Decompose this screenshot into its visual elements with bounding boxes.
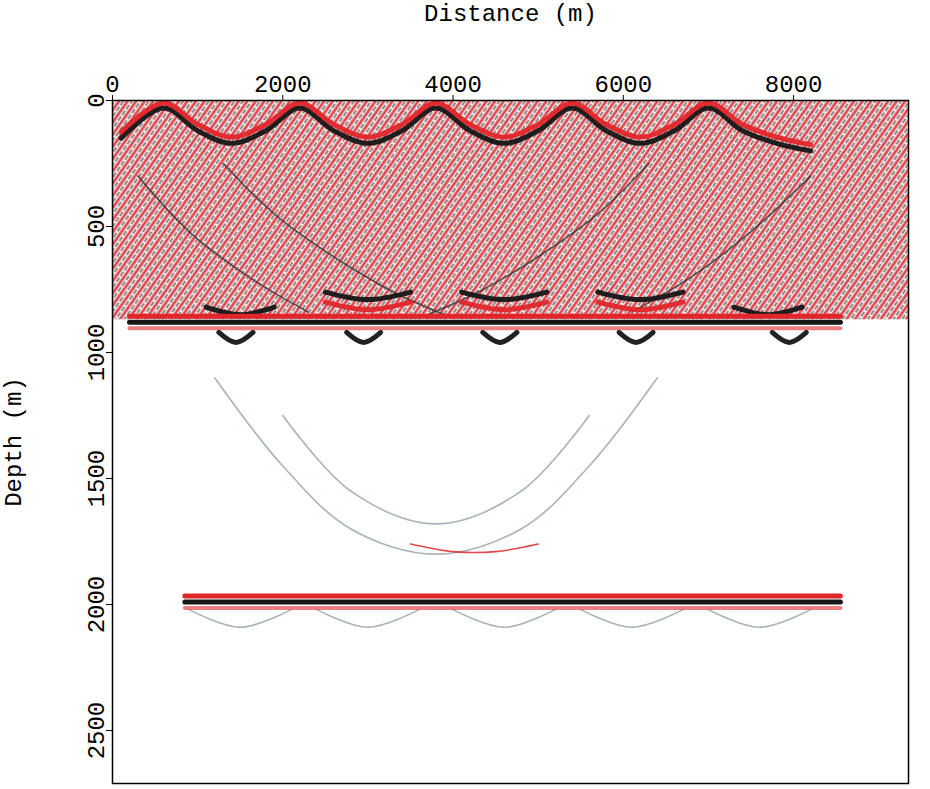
svg-text:500: 500 xyxy=(84,205,111,248)
svg-text:0: 0 xyxy=(105,72,119,99)
svg-text:1500: 1500 xyxy=(84,450,111,508)
svg-text:2000: 2000 xyxy=(254,72,312,99)
svg-text:4000: 4000 xyxy=(424,72,482,99)
svg-text:0: 0 xyxy=(83,93,111,108)
svg-text:Depth (m): Depth (m) xyxy=(1,377,28,507)
svg-text:2000: 2000 xyxy=(84,576,111,634)
svg-text:1000: 1000 xyxy=(84,324,111,382)
svg-text:6000: 6000 xyxy=(594,72,652,99)
svg-text:Distance (m): Distance (m) xyxy=(424,1,597,28)
svg-text:8000: 8000 xyxy=(765,72,823,99)
svg-text:2500: 2500 xyxy=(84,702,111,760)
